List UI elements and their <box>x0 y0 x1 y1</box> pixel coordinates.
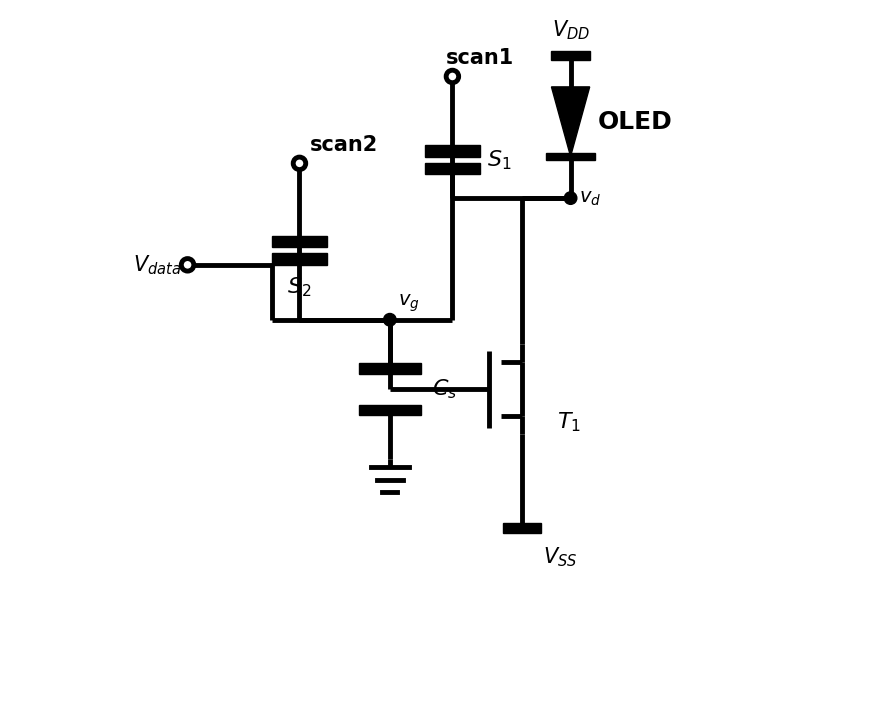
Text: $T_1$: $T_1$ <box>557 410 581 434</box>
Text: $V_{SS}$: $V_{SS}$ <box>543 546 577 569</box>
Text: OLED: OLED <box>598 110 673 133</box>
Bar <box>359 363 421 374</box>
Circle shape <box>293 157 306 169</box>
Text: $S_1$: $S_1$ <box>487 148 511 172</box>
Bar <box>272 253 327 265</box>
Bar <box>424 162 481 174</box>
Text: $V_{DD}$: $V_{DD}$ <box>552 18 589 42</box>
Bar <box>552 51 589 60</box>
Text: $v_g$: $v_g$ <box>398 293 420 314</box>
Text: scan1: scan1 <box>446 48 514 68</box>
Bar <box>272 235 327 247</box>
Text: $V_{data}$: $V_{data}$ <box>133 253 182 277</box>
Polygon shape <box>552 87 589 157</box>
Text: $C_s$: $C_s$ <box>431 377 457 401</box>
Bar <box>546 153 595 160</box>
Circle shape <box>446 70 459 83</box>
Bar <box>424 145 481 157</box>
Bar <box>503 523 541 533</box>
Circle shape <box>383 313 396 326</box>
Bar <box>359 405 421 415</box>
Circle shape <box>182 259 194 271</box>
Circle shape <box>564 192 577 204</box>
Text: scan2: scan2 <box>310 135 378 155</box>
Text: $v_d$: $v_d$ <box>579 189 601 208</box>
Text: $S_2$: $S_2$ <box>288 275 311 299</box>
